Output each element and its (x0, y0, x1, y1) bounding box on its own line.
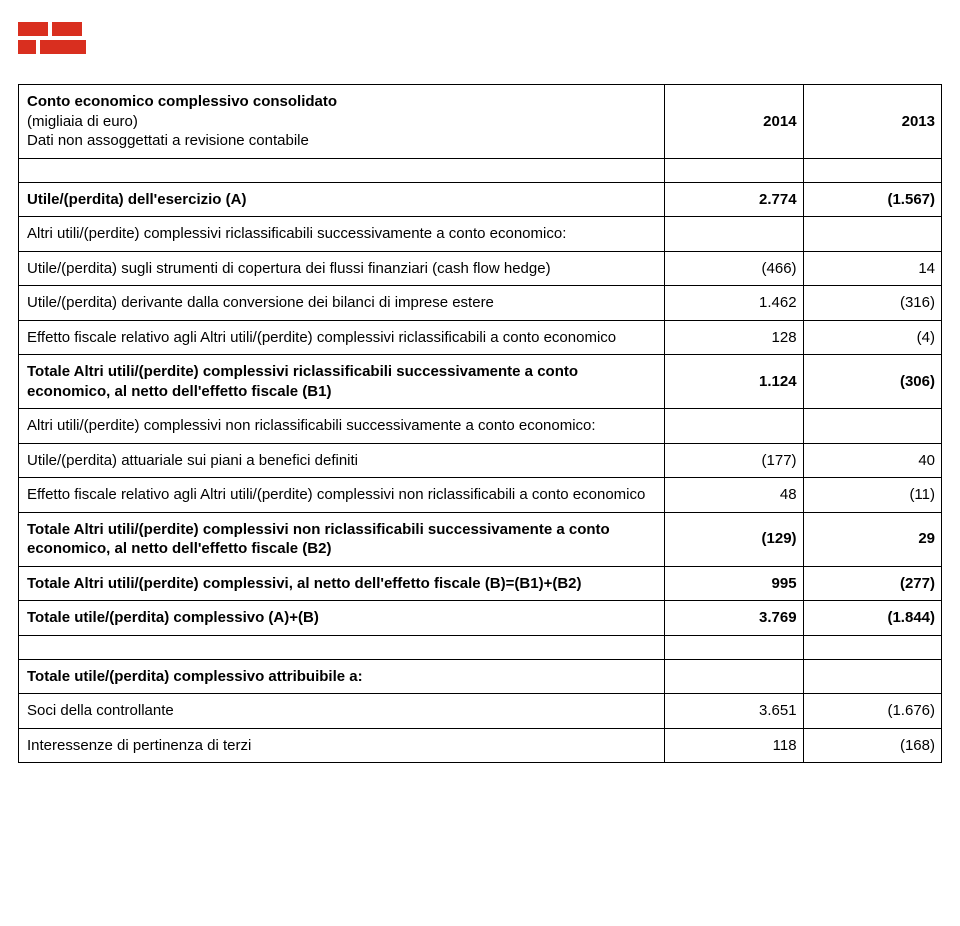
row-value-2: (4) (803, 320, 941, 355)
table-row: Utile/(perdita) dell'esercizio (A) 2.774… (19, 182, 942, 217)
row-label: Totale Altri utili/(perdite) complessivi… (19, 355, 665, 409)
row-value-1: 995 (665, 566, 803, 601)
header-sub1: (migliaia di euro) (27, 113, 138, 130)
table-row: Totale Altri utili/(perdite) complessivi… (19, 355, 942, 409)
row-value-2: 29 (803, 512, 941, 566)
row-value-2 (803, 409, 941, 444)
brand-logo (18, 22, 942, 54)
table-row: Totale Altri utili/(perdite) complessivi… (19, 566, 942, 601)
table-row: Totale utile/(perdita) complessivo (A)+(… (19, 601, 942, 636)
spacer-row (19, 635, 942, 659)
row-value-1: 128 (665, 320, 803, 355)
header-sub2: Dati non assoggettati a revisione contab… (27, 132, 309, 149)
table-row: Altri utili/(perdite) complessivi non ri… (19, 409, 942, 444)
table-row: Effetto fiscale relativo agli Altri util… (19, 478, 942, 513)
row-value-1: 1.124 (665, 355, 803, 409)
row-value-1: 118 (665, 728, 803, 763)
row-label: Effetto fiscale relativo agli Altri util… (19, 478, 665, 513)
header-title-cell: Conto economico complessivo consolidato … (19, 85, 665, 159)
row-value-1: 48 (665, 478, 803, 513)
row-label: Effetto fiscale relativo agli Altri util… (19, 320, 665, 355)
table-row: Interessenze di pertinenza di terzi 118 … (19, 728, 942, 763)
header-year-2: 2013 (803, 85, 941, 159)
row-label: Totale Altri utili/(perdite) complessivi… (19, 512, 665, 566)
table-row: Totale utile/(perdita) complessivo attri… (19, 659, 942, 694)
table-row: Altri utili/(perdite) complessivi riclas… (19, 217, 942, 252)
row-value-2: (306) (803, 355, 941, 409)
row-label: Altri utili/(perdite) complessivi riclas… (19, 217, 665, 252)
row-value-2: 14 (803, 251, 941, 286)
row-label: Utile/(perdita) sugli strumenti di coper… (19, 251, 665, 286)
row-label: Soci della controllante (19, 694, 665, 729)
row-value-1: 3.651 (665, 694, 803, 729)
row-value-2: (168) (803, 728, 941, 763)
row-value-2: (1.844) (803, 601, 941, 636)
table-row: Effetto fiscale relativo agli Altri util… (19, 320, 942, 355)
row-value-1: 2.774 (665, 182, 803, 217)
row-label: Totale utile/(perdita) complessivo attri… (19, 659, 665, 694)
row-label: Utile/(perdita) derivante dalla conversi… (19, 286, 665, 321)
table-row: Soci della controllante 3.651 (1.676) (19, 694, 942, 729)
row-value-1: 1.462 (665, 286, 803, 321)
table-row: Totale Altri utili/(perdite) complessivi… (19, 512, 942, 566)
row-label: Totale utile/(perdita) complessivo (A)+(… (19, 601, 665, 636)
row-value-1 (665, 659, 803, 694)
row-value-1: (177) (665, 443, 803, 478)
row-value-1 (665, 409, 803, 444)
row-value-1: (466) (665, 251, 803, 286)
row-value-1: (129) (665, 512, 803, 566)
row-label: Utile/(perdita) dell'esercizio (A) (19, 182, 665, 217)
header-title: Conto economico complessivo consolidato (27, 93, 337, 110)
income-statement-table: Conto economico complessivo consolidato … (18, 84, 942, 763)
row-label: Interessenze di pertinenza di terzi (19, 728, 665, 763)
row-value-1: 3.769 (665, 601, 803, 636)
row-label: Utile/(perdita) attuariale sui piani a b… (19, 443, 665, 478)
row-value-2: (277) (803, 566, 941, 601)
table-row: Utile/(perdita) sugli strumenti di coper… (19, 251, 942, 286)
row-value-2: 40 (803, 443, 941, 478)
row-value-2: (1.676) (803, 694, 941, 729)
table-header-row: Conto economico complessivo consolidato … (19, 85, 942, 159)
table-row: Utile/(perdita) attuariale sui piani a b… (19, 443, 942, 478)
row-value-2: (11) (803, 478, 941, 513)
header-year-1: 2014 (665, 85, 803, 159)
row-label: Totale Altri utili/(perdite) complessivi… (19, 566, 665, 601)
row-value-1 (665, 217, 803, 252)
spacer-row (19, 158, 942, 182)
row-value-2 (803, 217, 941, 252)
row-value-2: (1.567) (803, 182, 941, 217)
row-label: Altri utili/(perdite) complessivi non ri… (19, 409, 665, 444)
table-row: Utile/(perdita) derivante dalla conversi… (19, 286, 942, 321)
row-value-2: (316) (803, 286, 941, 321)
row-value-2 (803, 659, 941, 694)
